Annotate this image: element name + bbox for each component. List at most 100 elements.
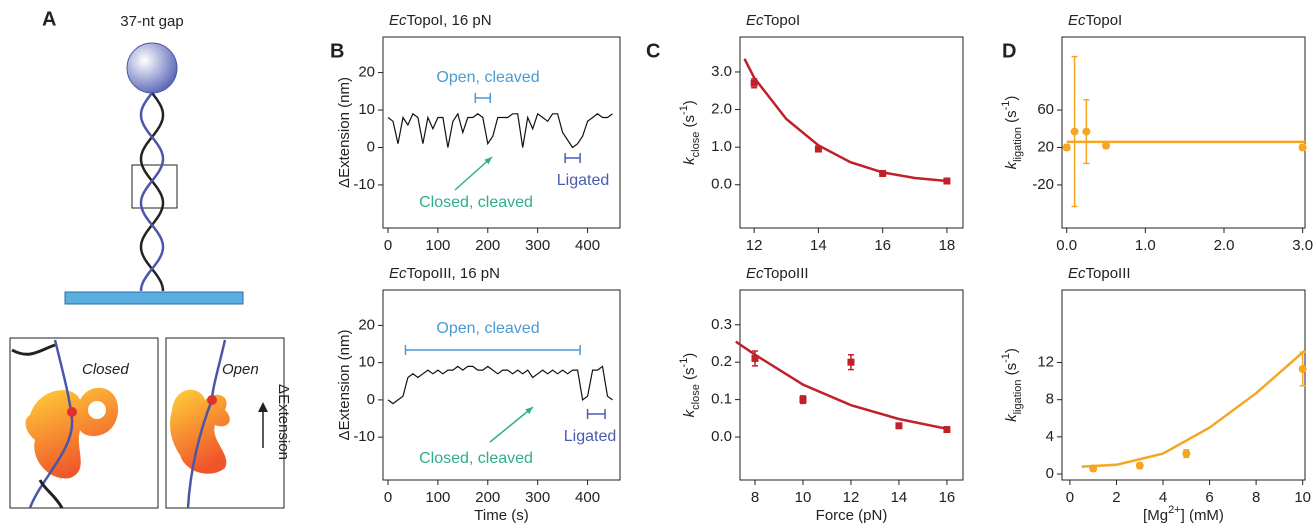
y-tick-label: 0.1 (711, 391, 732, 408)
x-tick-label: 10 (795, 489, 812, 506)
title-part: Ec (389, 265, 407, 282)
y-tick-label: 20 (1037, 138, 1054, 155)
label-part: (s (1003, 110, 1020, 127)
label-part: -1 (1000, 101, 1012, 111)
title-part: TopoI (764, 12, 801, 29)
point (751, 354, 759, 362)
x-tick-label: 3.0 (1292, 237, 1313, 254)
point (879, 169, 887, 177)
y-tick-label: 4 (1046, 428, 1054, 445)
open-label: Open (222, 361, 259, 378)
y-tick-label: 10 (358, 101, 375, 118)
chart-title: EcTopoI (1068, 12, 1122, 29)
cleavage-site (207, 395, 217, 405)
label-part: ligation (1012, 127, 1024, 162)
title-part: Ec (1068, 265, 1086, 282)
open-box (165, 337, 285, 509)
label-part: ] (mM) (1181, 507, 1224, 524)
arrow (454, 156, 493, 191)
panel-label: D (1002, 40, 1016, 62)
y-tick-label: 10 (358, 354, 375, 371)
label-part: 2+ (1168, 504, 1181, 516)
point (750, 79, 758, 87)
zoom-box (131, 164, 178, 209)
axis-label: ΔExtension (nm) (336, 330, 353, 441)
title-part: Ec (746, 12, 764, 29)
point (1089, 464, 1098, 473)
y-tick-label: -10 (353, 428, 375, 445)
x-tick-label: 6 (1205, 489, 1213, 506)
label-part: (s (1003, 363, 1020, 380)
span-bracket (564, 153, 581, 163)
point (1298, 365, 1307, 374)
label-part: k (1003, 413, 1020, 422)
span-bracket (586, 409, 606, 419)
x-tick-label: 2 (1112, 489, 1120, 506)
y-tick-label: 0.3 (711, 316, 732, 333)
label-part: -1 (678, 358, 690, 368)
x-tick-label: 0.0 (1056, 237, 1077, 254)
label-part: ) (681, 353, 698, 358)
y-tick-label: 3.0 (711, 63, 732, 80)
y-tick-label: 20 (358, 64, 375, 81)
label-part: ) (1003, 96, 1020, 101)
axis-label: [Mg2+] (mM) (1143, 504, 1224, 524)
x-tick-label: 10 (1294, 489, 1311, 506)
x-tick-label: 8 (1252, 489, 1260, 506)
chart-title: EcTopoI, 16 pN (389, 12, 492, 29)
x-tick-label: 1.0 (1135, 237, 1156, 254)
y-tick-label: 0 (1046, 465, 1054, 482)
title-part: TopoI (1086, 12, 1123, 29)
y-tick-label: 0.2 (711, 353, 732, 370)
label-part: close (690, 132, 702, 158)
label-part: ) (1003, 348, 1020, 353)
x-tick-label: 300 (525, 489, 550, 506)
y-tick-label: 0.0 (711, 176, 732, 193)
axis-label: ΔExtension (275, 384, 292, 460)
axis-label: Force (pN) (816, 507, 888, 524)
label-part: close (690, 384, 702, 410)
label-part: (s (681, 367, 698, 384)
y-tick-label: 20 (358, 316, 375, 333)
annotation: Closed, cleaved (419, 194, 533, 211)
closed-label: Closed (82, 361, 129, 378)
x-tick-label: 0 (384, 237, 392, 254)
x-tick-label: 16 (874, 237, 891, 254)
y-tick-label: -20 (1032, 176, 1054, 193)
title-part: TopoIII (764, 265, 809, 282)
x-tick-label: 400 (575, 489, 600, 506)
span-bracket (404, 345, 581, 355)
point (1298, 143, 1307, 152)
y-tick-label: 0 (367, 138, 375, 155)
plot-frame (382, 289, 621, 481)
strand (139, 92, 165, 292)
point (943, 177, 951, 185)
strand (11, 343, 64, 509)
x-tick-label: 0 (384, 489, 392, 506)
x-tick-label: 14 (891, 489, 908, 506)
point (847, 358, 855, 366)
title-part: TopoI, 16 pN (407, 12, 492, 29)
y-tick-label: 0 (367, 391, 375, 408)
label-part: k (681, 408, 698, 417)
point (1070, 127, 1079, 136)
x-tick-label: 14 (810, 237, 827, 254)
plot-frame (739, 36, 964, 229)
annotation: Open, cleaved (436, 69, 539, 86)
gap-label: 37-nt gap (120, 13, 183, 30)
x-tick-label: 16 (939, 489, 956, 506)
arrow (489, 406, 534, 443)
chart-title: EcTopoI (746, 12, 800, 29)
chart-title: EcTopoIII, 16 pN (389, 265, 500, 282)
x-tick-label: 100 (425, 237, 450, 254)
title-part: TopoIII (1086, 265, 1131, 282)
plot-frame (1061, 36, 1306, 229)
x-tick-label: 8 (751, 489, 759, 506)
axis-label: Time (s) (474, 507, 528, 524)
trace (387, 365, 613, 405)
x-tick-label: 18 (939, 237, 956, 254)
trace (387, 112, 613, 149)
point (895, 422, 903, 430)
x-tick-label: 200 (475, 237, 500, 254)
fit-line (735, 340, 948, 431)
